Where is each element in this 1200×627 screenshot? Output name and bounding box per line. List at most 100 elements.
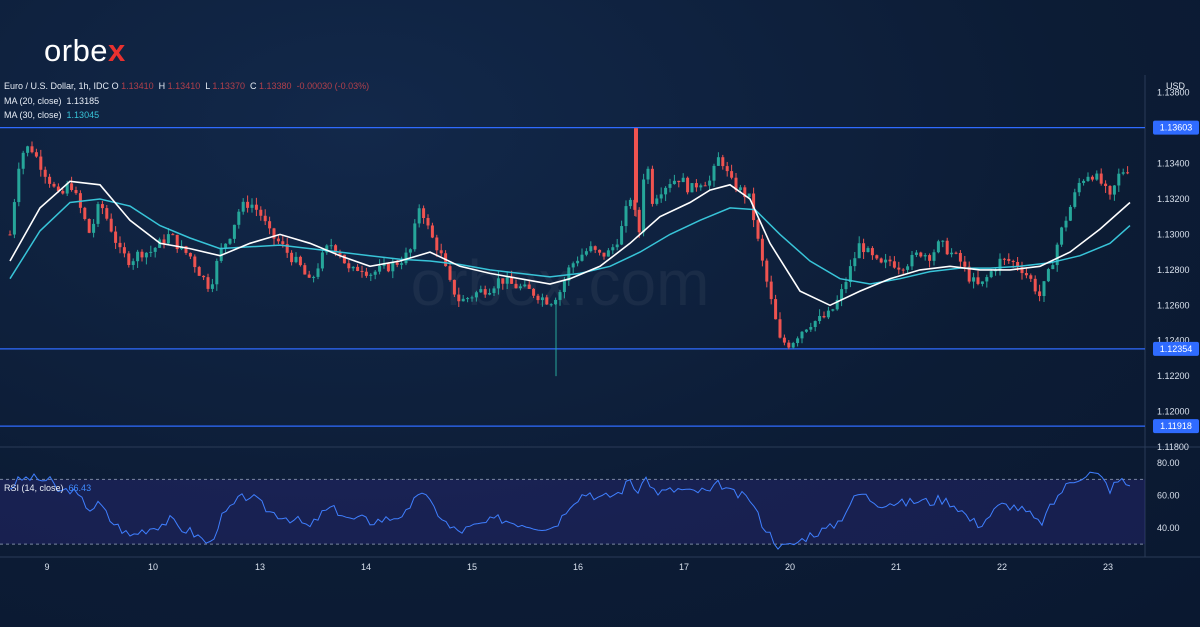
- candle-body: [743, 187, 747, 198]
- candle-body: [549, 304, 553, 306]
- candle-body: [263, 215, 267, 222]
- candle-body: [294, 256, 298, 263]
- candle-body: [963, 261, 967, 267]
- candle-body: [21, 152, 25, 169]
- candle-body: [122, 247, 126, 254]
- orbex-logo[interactable]: orbex: [44, 33, 126, 68]
- candle-body: [479, 289, 483, 293]
- candle-body: [56, 186, 60, 192]
- candle-body: [967, 266, 971, 282]
- candle-body: [488, 292, 492, 295]
- candle-body: [386, 263, 390, 272]
- candle-body: [835, 299, 839, 310]
- candle-body: [892, 261, 896, 268]
- candle-body: [800, 331, 804, 339]
- candle-body: [928, 255, 932, 261]
- candle-body: [131, 261, 135, 265]
- rsi-legend: RSI (14, close) 66.43: [4, 483, 92, 493]
- price-tick-label: 1.13000: [1157, 229, 1190, 239]
- candle-body: [611, 247, 615, 251]
- candle-body: [109, 218, 113, 232]
- candle-body: [791, 343, 795, 348]
- candle-body: [144, 252, 148, 258]
- candle-body: [254, 204, 258, 210]
- candle-body: [875, 255, 879, 259]
- candle-body: [312, 276, 316, 278]
- candle-body: [994, 270, 998, 272]
- candle-body: [329, 245, 333, 247]
- candle-body: [149, 251, 153, 253]
- candle-body: [351, 266, 355, 269]
- candle-body: [615, 244, 619, 248]
- candle-body: [373, 271, 377, 275]
- ma30-legend: MA (30, close) 1.13045: [4, 110, 100, 120]
- candle-body: [70, 183, 74, 191]
- candle-body: [787, 342, 791, 348]
- candle-body: [853, 258, 857, 267]
- candle-body: [637, 209, 641, 233]
- rsi-tick-label: 40.00: [1157, 523, 1180, 533]
- candle-body: [48, 176, 52, 184]
- candle-body: [1016, 261, 1020, 268]
- candle-body: [237, 211, 241, 225]
- candle-body: [642, 179, 646, 233]
- time-tick-label: 10: [148, 562, 158, 572]
- candle-body: [756, 220, 760, 239]
- candle-body: [496, 278, 500, 289]
- candle-body: [690, 183, 694, 193]
- candle-body: [980, 281, 984, 284]
- candle-body: [686, 177, 690, 193]
- candle-body: [910, 254, 914, 267]
- candle-body: [87, 218, 91, 233]
- candle-body: [844, 282, 848, 290]
- candle-body: [1055, 244, 1059, 266]
- candle-body: [1060, 227, 1064, 245]
- candle-body: [831, 309, 835, 311]
- candle-body: [246, 201, 250, 208]
- candle-body: [96, 204, 100, 224]
- candle-body: [598, 249, 602, 253]
- candle-body: [285, 244, 289, 253]
- candle-body: [114, 231, 118, 243]
- candle-body: [857, 243, 861, 259]
- candle-body: [703, 185, 707, 187]
- candle-body: [100, 204, 104, 209]
- candle-body: [153, 247, 157, 252]
- candle-body: [694, 183, 698, 188]
- candle-body: [958, 252, 962, 262]
- candle-body: [1112, 185, 1116, 195]
- candle-body: [369, 274, 373, 276]
- candle-body: [747, 193, 751, 198]
- candle-body: [941, 240, 945, 242]
- candle-body: [1038, 291, 1042, 297]
- candle-body: [219, 247, 223, 261]
- candle-body: [571, 263, 575, 268]
- rsi-tick-label: 60.00: [1157, 491, 1180, 501]
- candle-body: [584, 251, 588, 255]
- candle-body: [972, 277, 976, 282]
- candle-body: [545, 297, 549, 305]
- candle-body: [576, 260, 580, 264]
- candle-body: [580, 254, 584, 261]
- candle-body: [78, 193, 82, 208]
- level-price-label: 1.12354: [1160, 344, 1193, 354]
- time-tick-label: 23: [1103, 562, 1113, 572]
- candle-body: [347, 263, 351, 269]
- candle-body: [840, 289, 844, 300]
- candle-body: [356, 266, 360, 271]
- time-tick-label: 21: [891, 562, 901, 572]
- candle-body: [127, 253, 131, 265]
- candle-body: [624, 206, 628, 227]
- candle-body: [426, 218, 430, 226]
- candle-body: [650, 168, 654, 204]
- rsi-line: [9, 471, 1131, 550]
- symbol-label: Euro / U.S. Dollar, 1h, IDC: [4, 81, 110, 91]
- candle-body: [633, 199, 637, 210]
- candle-body: [945, 240, 949, 255]
- candle-body: [210, 284, 214, 289]
- rsi-band-fill: [0, 479, 1145, 545]
- candle-body: [1024, 273, 1028, 276]
- candle-body: [822, 315, 826, 318]
- candle-body: [536, 295, 540, 301]
- currency-label: USD: [1166, 81, 1186, 91]
